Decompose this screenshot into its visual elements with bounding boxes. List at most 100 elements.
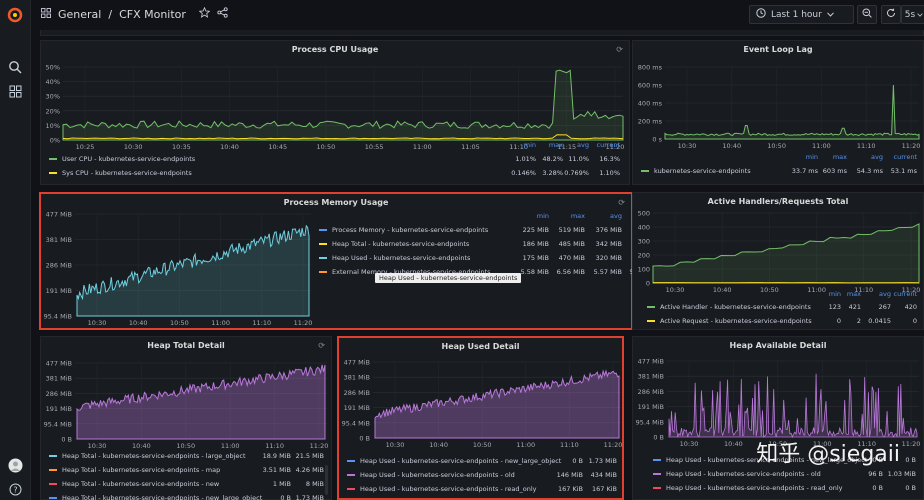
legend-item[interactable]: kubernetes-service-endpoints [641,166,751,176]
legend-item[interactable]: Active Request - kubernetes-service-endp… [647,316,812,326]
legend-swatch [641,170,649,172]
legend-header-avg[interactable]: avg [610,212,622,220]
refresh-icon[interactable]: ⟳ [616,45,623,54]
x-tick-label: 10:40 [132,442,151,450]
legend-header-avg[interactable]: avg [879,290,891,298]
panel-title: Event Loop Lag [743,45,813,54]
legend-item[interactable]: Heap Total - kubernetes-service-endpoint… [49,493,262,500]
legend-table: min max avg current User CPU - kubernetes-se… [41,141,631,185]
x-tick-label: 11:10 [857,142,876,150]
legend-swatch [49,469,57,471]
legend-value-max: 1.03 MiB [887,470,916,478]
breadcrumb-separator: / [108,7,113,21]
legend-series-name: Heap Total - kubernetes-service-endpoint… [62,494,263,500]
legend-header-avg[interactable]: avg [577,141,589,149]
legend-swatch [49,455,57,457]
legend-item[interactable]: Heap Used - kubernetes-service-endpoints [319,253,470,263]
legend-table: Heap Total - kubernetes-service-endpoint… [41,450,333,500]
legend-item[interactable]: Sys CPU - kubernetes-service-endpoints [49,168,192,178]
legend-item[interactable]: Heap Used - kubernetes-service-endpoints… [653,469,821,479]
legend-value-min: 146 MiB [556,471,583,479]
panel-heap-total-detail[interactable]: Heap Total Detail ⟳ 477 MiB 381 MiB 286 Mi… [40,336,332,500]
legend-header-max[interactable]: max [548,141,563,149]
panel-title: Heap Total Detail [147,341,225,350]
heap-total-graph: 477 MiB 381 MiB 286 MiB 191 MiB 95.4 MiB 0 B 1… [44,360,329,451]
legend-table: minmaxavgcurrentProcess Memory - kuberne… [319,212,658,302]
x-tick-label: 10:40 [722,142,741,150]
x-tick-label: 11:10 [857,440,876,448]
x-tick-label: 10:45 [268,143,287,151]
legend-item[interactable]: Heap Total - kubernetes-service-endpoint… [49,465,220,475]
legend-header-max[interactable]: max [846,290,861,298]
y-tick-label: 286 MiB [344,389,370,397]
memory-graph: 477 MiB 381 MiB 286 MiB 191 MiB 95.4 MiB 10:3… [44,211,313,328]
breadcrumb-home[interactable]: General [58,7,102,21]
legend-item[interactable]: External Memory - kubernetes-service-end… [319,267,491,277]
legend-item[interactable]: Heap Total - kubernetes-service-endpoint… [49,479,219,489]
y-tick-label: 477 MiB [344,359,370,367]
dashboard-title[interactable]: CFX Monitor [119,7,186,21]
refresh-icon[interactable]: ⟳ [318,341,325,350]
x-tick-label: 10:30 [88,319,107,327]
legend-item[interactable]: Heap Used - kubernetes-service-endpoints… [347,484,537,494]
legend-header-max[interactable]: max [832,153,847,161]
x-tick-label: 10:30 [124,143,143,151]
y-tick-label: 381 MiB [46,236,72,244]
dashboards-icon[interactable] [6,82,24,100]
panel-heap-used-detail[interactable]: Heap Used Detail 477 MiB 381 MiB 286 MiB 19… [337,336,624,500]
legend-header-min[interactable]: min [523,141,536,149]
panel-title: Process Memory Usage [283,198,389,207]
legend-item[interactable]: Heap Used - kubernetes-service-endpoints… [653,483,843,493]
legend-series-name: Heap Used - kubernetes-service-endpoints… [666,470,821,478]
legend-item[interactable]: Heap Used - kubernetes-service-endpoints… [347,470,515,480]
star-icon[interactable] [198,6,211,21]
x-tick-label: 10:30 [678,142,697,150]
legend-header-min[interactable]: min [536,212,549,220]
refresh-interval-picker[interactable]: 5s [901,5,924,24]
refresh-button[interactable] [881,5,901,24]
legend-scrollbar[interactable] [325,465,328,495]
legend-value-max: 6.56 MiB [556,268,585,276]
x-tick-label: 11:20 [606,143,625,151]
legend-item[interactable]: User CPU - kubernetes-service-endpoints [49,154,195,164]
legend-value-min: 18.9 MiB [262,452,291,460]
legend-header-min[interactable]: min [828,290,841,298]
y-tick-label: 381 MiB [46,375,72,383]
panel-event-loop-lag[interactable]: Event Loop Lag 800 ms 600 ms 400 ms 200 ms 0… [632,40,924,185]
legend-item[interactable]: Heap Total - kubernetes-service-endpoint… [49,451,246,461]
grafana-logo-icon[interactable] [6,6,24,24]
legend-item[interactable]: Heap Used - kubernetes-service-endpoints… [653,455,867,465]
zoom-out-button[interactable] [857,5,877,24]
panel-heap-available-detail[interactable]: Heap Available Detail 477 MiB 381 MiB 286 … [632,336,924,500]
avatar[interactable] [6,456,24,474]
legend-item[interactable]: Active Handler - kubernetes-service-endp… [647,302,811,312]
panel-active-handlers[interactable]: Active Handlers/Requests Total 500 400 300… [632,192,924,330]
legend-swatch [49,172,57,174]
legend-swatch [647,306,655,308]
legend-header-current[interactable]: current [596,141,620,149]
panel-process-memory-usage[interactable]: Process Memory Usage ⟳ 477 MiB 381 MiB 286… [39,192,658,330]
legend-header-avg[interactable]: avg [871,153,883,161]
legend-value-min: 1.01% [515,155,536,163]
chevron-down-icon [917,10,923,20]
legend-value-max: 434 MiB [590,471,617,479]
time-picker-button[interactable]: Last 1 hour [749,5,854,24]
legend-item[interactable]: Process Memory - kubernetes-service-endp… [319,225,488,235]
share-icon[interactable] [217,7,228,21]
legend-item[interactable]: Heap Total - kubernetes-service-endpoint… [319,239,469,249]
refresh-icon[interactable]: ⟳ [618,198,625,207]
legend-item[interactable]: Heap Used - kubernetes-service-endpoints… [347,456,561,466]
panel-process-cpu-usage[interactable]: Process CPU Usage ⟳ 50% 40% 30% 20% 10% 0% 10:… [40,40,630,185]
legend-series-name: Heap Used - kubernetes-service-endpoints… [666,456,868,464]
x-tick-label: 10:40 [724,440,743,448]
legend-header-max[interactable]: max [570,212,585,220]
legend-header-min[interactable]: min [805,153,818,161]
legend-series-name: Sys CPU - kubernetes-service-endpoints [62,169,192,177]
panel-title: Process CPU Usage [291,45,379,54]
help-icon[interactable]: ? [6,480,24,498]
legend-header-current[interactable]: current [893,290,917,298]
search-icon[interactable] [6,58,24,76]
y-tick-label: 286 MiB [638,388,664,396]
legend-value-min: 96 B [868,470,883,478]
legend-header-current[interactable]: current [893,153,917,161]
